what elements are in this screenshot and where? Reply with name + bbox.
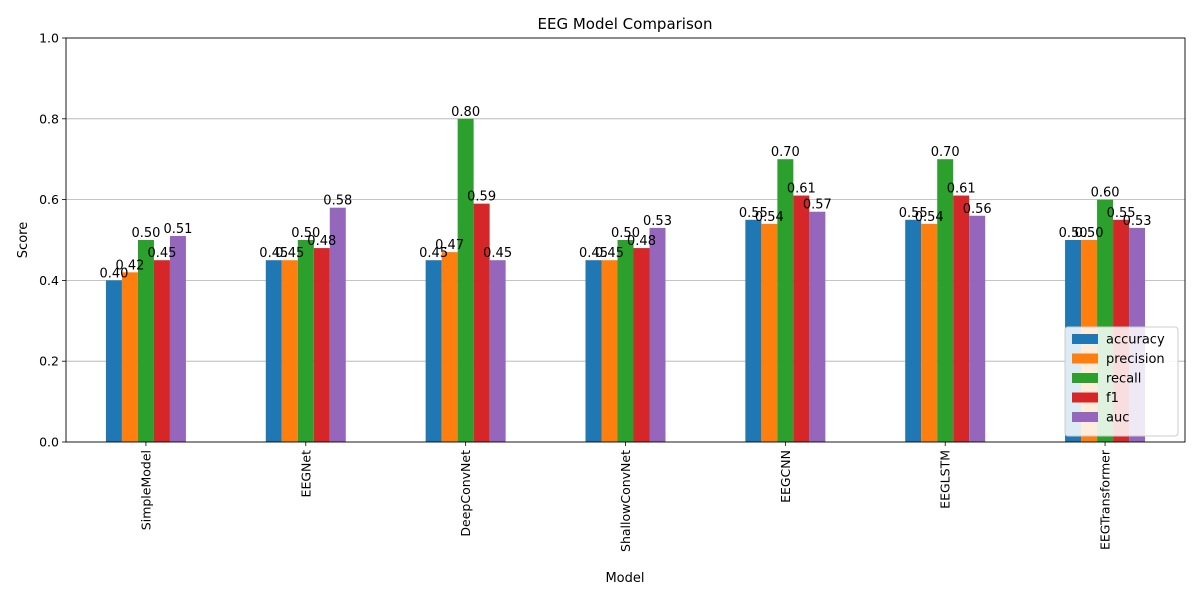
x-tick-label: SimpleModel [138,450,153,530]
data-label-recall: 0.50 [131,226,160,241]
y-axis-label: Score [16,222,31,258]
data-label-precision: 0.47 [435,238,464,253]
x-tick-label: EEGNet [298,450,313,498]
x-tick-label: EEGCNN [778,450,793,503]
bar-accuracy [105,280,122,442]
data-label-auc: 0.58 [323,194,352,209]
data-label-accuracy: 0.40 [99,266,128,281]
bar-f1 [473,203,490,442]
data-label-auc: 0.57 [803,198,832,213]
bar-f1 [153,260,170,442]
data-label-precision: 0.45 [275,246,304,261]
x-tick-label: EEGLSTM [938,450,953,509]
bar-recall [457,118,474,443]
bar-f1 [313,248,330,442]
legend-label-accuracy: accuracy [1106,333,1165,348]
bar-recall [137,240,154,442]
y-axis-ticks: 0.0 0.2 0.4 0.6 0.8 1.0 [39,31,66,450]
legend-swatch-precision [1072,353,1098,364]
data-label-accuracy: 0.55 [899,206,928,221]
x-tick-label: DeepConvNet [458,450,473,537]
bar-accuracy [905,219,922,442]
chart-title: EEG Model Comparison [538,15,713,33]
data-labels-group: 0.400.420.500.450.510.450.450.500.480.58… [99,105,1151,282]
bar-recall [617,240,634,442]
bar-accuracy [585,260,602,442]
bar-accuracy [745,219,762,442]
bar-accuracy [425,260,442,442]
data-label-auc: 0.45 [483,246,512,261]
bar-f1 [953,195,970,442]
bar-precision [761,223,778,442]
data-label-accuracy: 0.45 [259,246,288,261]
bar-f1 [793,195,810,442]
bar-f1 [633,248,650,442]
bar-precision [441,252,458,442]
data-label-recall: 0.70 [931,145,960,160]
y-tick-label: 0.6 [39,192,59,207]
data-label-f1: 0.61 [947,182,976,197]
data-label-auc: 0.51 [163,222,192,237]
bar-auc [329,207,346,442]
bar-auc [169,235,186,442]
bar-precision [601,260,618,442]
data-label-auc: 0.53 [643,214,672,229]
data-label-f1: 0.61 [787,182,816,197]
data-label-f1: 0.45 [147,246,176,261]
data-label-f1: 0.48 [307,234,336,249]
bar-accuracy [265,260,282,442]
legend-label-auc: auc [1106,411,1129,426]
data-label-recall: 0.50 [291,226,320,241]
legend-swatch-recall [1072,373,1098,383]
data-label-f1: 0.59 [467,190,496,205]
bar-auc [969,215,986,442]
data-label-recall: 0.50 [611,226,640,241]
data-label-accuracy: 0.45 [419,246,448,261]
data-label-accuracy: 0.45 [579,246,608,261]
data-label-recall: 0.80 [451,105,480,120]
data-label-accuracy: 0.50 [1059,226,1088,241]
bar-recall [937,159,954,442]
legend-swatch-accuracy [1072,334,1098,344]
legend-swatch-f1 [1072,392,1098,403]
y-tick-label: 1.0 [39,31,59,46]
data-label-auc: 0.56 [963,202,992,217]
bar-recall [777,159,794,442]
bar-precision [921,223,938,442]
legend-label-precision: precision [1106,352,1165,367]
y-tick-label: 0.8 [39,111,59,126]
data-label-precision: 0.54 [755,210,784,225]
y-tick-label: 0.4 [39,273,59,288]
y-tick-label: 0.2 [39,354,59,369]
data-label-accuracy: 0.55 [739,206,768,221]
legend-swatch-auc [1072,412,1098,422]
legend-label-f1: f1 [1106,391,1119,406]
data-label-f1: 0.48 [627,234,656,249]
data-label-recall: 0.60 [1091,186,1120,201]
data-label-precision: 0.50 [1075,226,1104,241]
data-label-auc: 0.53 [1123,214,1152,229]
data-label-precision: 0.42 [115,258,144,273]
data-label-precision: 0.45 [595,246,624,261]
bar-precision [121,272,138,442]
bar-recall [297,240,314,442]
bar-precision [281,260,298,442]
x-axis-ticks: SimpleModel EEGNet DeepConvNet ShallowConvN… [138,442,1113,552]
legend: accuracy precision recall f1 auc [1064,326,1179,437]
legend-label-recall: recall [1106,372,1141,387]
data-label-recall: 0.70 [771,145,800,160]
y-tick-label: 0.0 [39,435,59,450]
bar-auc [809,211,826,442]
x-tick-label: EEGTransformer [1098,449,1113,550]
bar-auc [489,260,506,442]
bar-auc [649,227,666,442]
data-label-precision: 0.54 [915,210,944,225]
data-label-f1: 0.55 [1107,206,1136,221]
x-axis-label: Model [605,571,644,586]
x-tick-label: ShallowConvNet [618,450,633,552]
